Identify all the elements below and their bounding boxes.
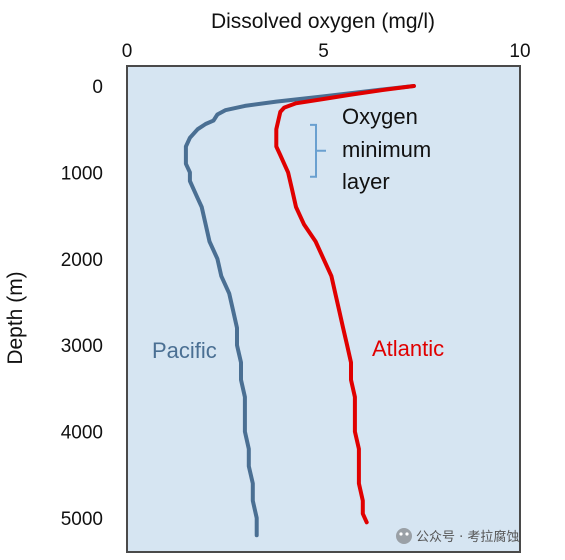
- wechat-icon: [396, 528, 412, 544]
- y-tick-label: 2000: [61, 250, 103, 271]
- series-label-pacific: Pacific: [152, 338, 217, 363]
- x-tick-label: 10: [509, 41, 530, 62]
- series-line-atlantic: [274, 84, 416, 525]
- series-lines: [183, 84, 416, 538]
- oxygen-minimum-bracket: [310, 123, 326, 178]
- x-tick-labels: 0 5 10: [122, 41, 531, 62]
- y-tick-label: 3000: [61, 336, 103, 357]
- series-line-pacific: [183, 84, 416, 538]
- y-axis-title: Depth (m): [4, 271, 27, 364]
- plot-area: [126, 65, 521, 553]
- annotation-oxygen: Oxygen: [342, 104, 418, 129]
- annotation-layer: layer: [342, 169, 390, 194]
- y-tick-label: 0: [92, 77, 103, 98]
- x-tick-label: 0: [122, 41, 133, 62]
- wechat-icon-eye: [399, 532, 403, 536]
- y-tick-labels: 0 1000 2000 3000 4000 5000: [61, 77, 103, 530]
- series-label-atlantic: Atlantic: [372, 336, 444, 361]
- watermark: 公众号 · 考拉腐蚀: [396, 528, 519, 545]
- y-tick-label: 4000: [61, 423, 103, 444]
- x-axis-title: Dissolved oxygen (mg/l): [211, 10, 435, 33]
- wechat-icon-eye: [405, 532, 409, 536]
- annotation-minimum: minimum: [342, 137, 431, 162]
- x-tick-label: 5: [318, 41, 329, 62]
- y-tick-label: 5000: [61, 509, 103, 530]
- y-tick-label: 1000: [61, 163, 103, 184]
- watermark-text: 公众号 · 考拉腐蚀: [416, 530, 519, 545]
